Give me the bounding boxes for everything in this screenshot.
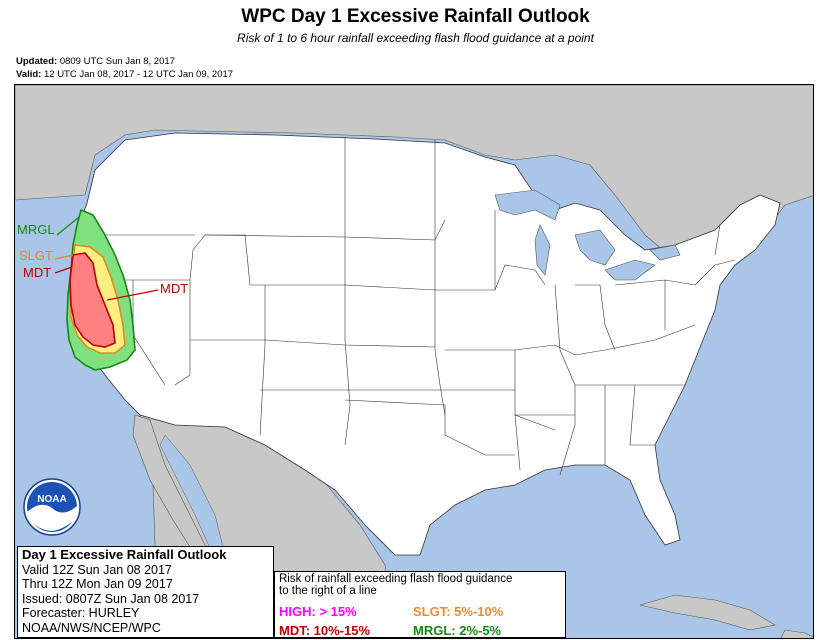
map-subtitle: Risk of 1 to 6 hour rainfall exceeding f… [237,31,594,45]
cuba-land [639,594,776,631]
label-slgt: SLGT [19,248,53,263]
label-mrgl: MRGL [17,222,55,237]
legend-high: HIGH: > 15% [279,604,357,619]
mdt-right-leader [106,289,159,301]
noaa-logo-icon: NOAA [23,478,81,536]
state-lines [77,137,736,476]
legend-heading-2: to the right of a line [279,585,377,597]
great-lakes [494,189,681,281]
map-title: WPC Day 1 Excessive Rainfall Outlook [241,6,590,27]
updated-value: 0809 UTC Sun Jan 8, 2017 [59,56,175,67]
updated-line: Updated: 0809 UTC Sun Jan 8, 2017 [16,56,175,67]
info-forecaster: Forecaster: HURLEY [22,606,140,620]
valid-value: 12 UTC Jan 08, 2017 - 12 UTC Jan 09, 201… [43,69,234,80]
mdt-area [69,252,116,348]
valid-label: Valid: [16,69,42,80]
info-valid: Valid 12Z Sun Jan 08 2017 [22,562,172,577]
mrgl-leader [56,216,80,236]
info-title: Day 1 Excessive Rainfall Outlook [22,547,227,562]
valid-line: Valid: 12 UTC Jan 08, 2017 - 12 UTC Jan … [16,69,233,80]
risk-legend: Risk of rainfall exceeding flash flood g… [274,571,566,638]
map-canvas [15,85,813,638]
label-mdt-right: MDT [160,281,189,296]
info-thru: Thru 12Z Mon Jan 09 2017 [22,577,173,591]
outlook-info-box: Day 1 Excessive Rainfall Outlook Valid 1… [17,546,274,638]
mdt-left-leader [54,266,73,274]
info-agency: NOAA/NWS/NCEP/WPC [22,620,161,635]
slgt-leader [54,254,74,260]
legend-mdt: MDT: 10%-15% [279,623,371,638]
label-mdt-left: MDT [23,265,52,280]
updated-label: Updated: [16,56,58,67]
legend-heading-1: Risk of rainfall exceeding flash flood g… [279,573,513,585]
legend-mrgl: MRGL: 2%-5% [413,623,502,638]
legend-slgt: SLGT: 5%-10% [413,604,504,619]
info-issued: Issued: 0807Z Sun Jan 08 2017 [22,591,200,606]
caribbean-land [780,629,813,638]
noaa-logo-text: NOAA [37,494,66,505]
